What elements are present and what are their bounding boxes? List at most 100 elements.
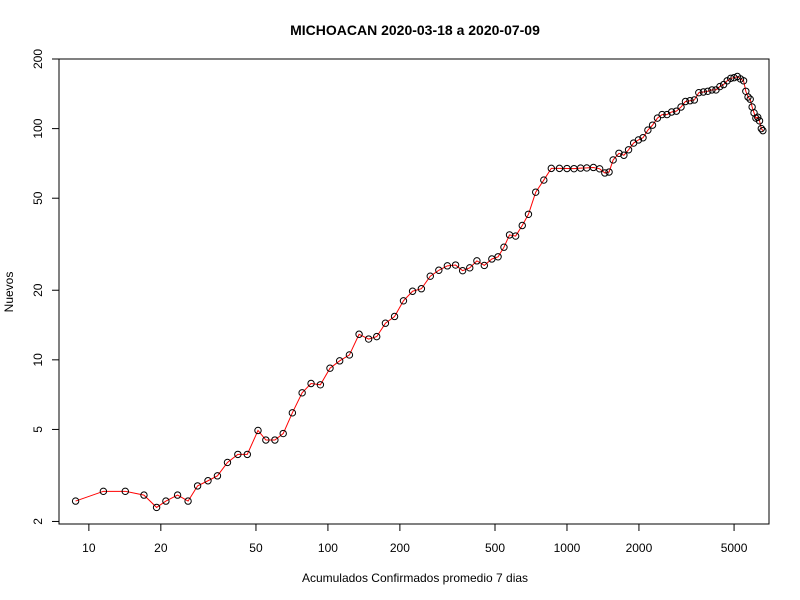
- data-point: [381, 319, 390, 327]
- x-tick-label: 200: [390, 541, 410, 555]
- data-point: [609, 156, 617, 164]
- data-point: [667, 108, 676, 116]
- y-tick-label: 10: [31, 353, 45, 367]
- data-point: [644, 126, 652, 134]
- data-point: [364, 335, 373, 343]
- x-tick-label: 1000: [554, 541, 581, 555]
- y-tick-label: 50: [31, 191, 45, 205]
- y-axis-label: Nuevos: [2, 272, 16, 313]
- data-point: [686, 97, 694, 105]
- data-point: [511, 232, 520, 240]
- data-point: [605, 168, 613, 176]
- data-point: [279, 429, 287, 438]
- data-point: [634, 136, 643, 144]
- x-tick-label: 2000: [626, 541, 653, 555]
- data-point: [243, 450, 252, 459]
- data-point: [555, 164, 564, 173]
- y-tick-label: 100: [31, 118, 45, 138]
- y-axis: 2 5 10 20 50 100 200: [31, 49, 60, 525]
- y-tick-label: 200: [31, 49, 45, 69]
- data-point: [757, 124, 766, 133]
- data-point: [658, 110, 666, 119]
- data-point: [140, 491, 148, 499]
- data-point: [373, 332, 381, 341]
- x-tick-label: 100: [318, 541, 338, 555]
- data-point: [426, 272, 434, 280]
- data-point: [213, 472, 222, 480]
- data-point: [298, 389, 306, 397]
- data-point: [71, 497, 80, 505]
- data-point: [494, 253, 502, 261]
- data-point: [653, 114, 662, 122]
- data-point: [744, 93, 752, 101]
- data-point: [716, 82, 724, 91]
- data-point: [754, 113, 762, 121]
- data-point: [262, 436, 270, 444]
- data-point: [540, 176, 548, 184]
- x-axis-label: Acumulados Confirmados promedio 7 dias: [302, 571, 528, 585]
- data-point: [288, 409, 297, 417]
- x-tick-label: 5000: [721, 541, 748, 555]
- x-tick-label: 50: [249, 541, 263, 555]
- data-point: [173, 491, 182, 499]
- data-point: [690, 96, 699, 104]
- data-point: [184, 497, 192, 505]
- data-point: [532, 188, 540, 196]
- data-point: [595, 165, 604, 173]
- plot-area-frame: [58, 58, 770, 525]
- data-point: [524, 210, 533, 219]
- data-point: [699, 88, 708, 96]
- data-point: [234, 450, 242, 459]
- data-point: [704, 87, 712, 95]
- data-point: [695, 88, 703, 97]
- data-point: [726, 74, 735, 83]
- data-point: [547, 164, 556, 173]
- data-point: [620, 151, 628, 159]
- series-line: [75, 75, 764, 509]
- data-point: [755, 117, 764, 125]
- data-point: [681, 97, 690, 106]
- data-point: [443, 262, 452, 270]
- series-layer: [71, 72, 767, 512]
- data-point: [708, 86, 716, 94]
- y-tick-label: 5: [31, 426, 45, 433]
- data-point: [451, 261, 460, 269]
- data-point: [466, 264, 474, 272]
- data-point: [335, 357, 344, 365]
- data-point: [563, 164, 571, 173]
- data-point: [408, 287, 417, 295]
- data-point: [223, 458, 232, 467]
- data-point: [746, 95, 754, 103]
- y-tick-label: 20: [31, 283, 45, 297]
- data-point: [759, 126, 767, 135]
- chart-title: MICHOACAN 2020-03-18 a 2020-07-09: [290, 22, 540, 38]
- x-tick-label: 500: [485, 541, 505, 555]
- data-point: [601, 169, 609, 177]
- data-point: [355, 330, 363, 338]
- y-tick-label: 2: [31, 518, 45, 525]
- data-point: [615, 149, 623, 158]
- data-point: [672, 107, 681, 115]
- data-point: [518, 221, 526, 230]
- data-point: [458, 266, 467, 275]
- data-point: [326, 364, 334, 372]
- data-point: [307, 379, 315, 388]
- data-point: [500, 243, 508, 251]
- data-point: [488, 255, 496, 263]
- x-axis: 10 20 50 100 200 500 1000 2000 5000: [82, 523, 748, 555]
- data-point: [204, 477, 212, 485]
- x-tick-label: 20: [154, 541, 168, 555]
- data-point: [739, 77, 748, 85]
- data-point: [639, 134, 647, 142]
- x-tick-label: 10: [82, 541, 96, 555]
- data-point: [193, 482, 202, 490]
- data-point: [254, 426, 262, 435]
- data-point: [677, 103, 685, 111]
- data-point: [399, 297, 408, 305]
- data-point: [316, 381, 325, 389]
- data-point: [480, 261, 489, 270]
- data-point: [473, 257, 481, 265]
- data-point: [162, 497, 170, 505]
- data-point: [390, 312, 399, 321]
- data-point: [417, 285, 426, 293]
